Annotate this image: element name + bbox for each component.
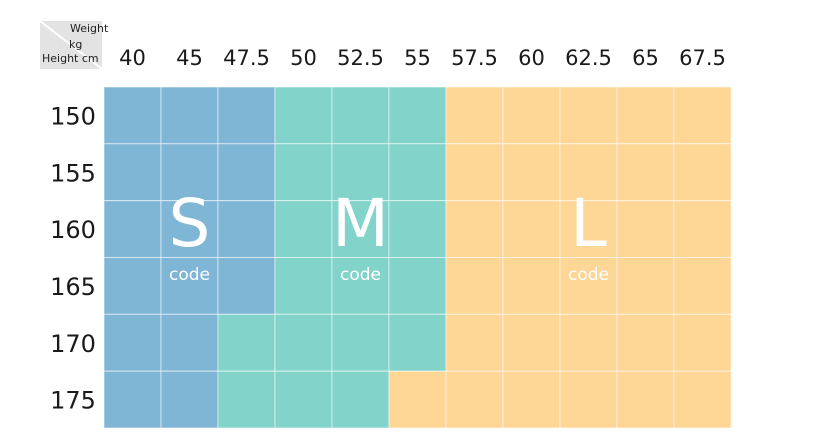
cell-165-50 bbox=[274, 257, 333, 315]
cell-170-67.5 bbox=[673, 313, 732, 372]
weight-tick-65: 65 bbox=[632, 46, 659, 70]
cell-155-65 bbox=[616, 143, 675, 202]
corner-header: Weight kg Height cm bbox=[39, 20, 109, 70]
size-code-s: code bbox=[169, 265, 210, 285]
weight-tick-60: 60 bbox=[518, 46, 545, 70]
corner-diagonal bbox=[39, 20, 103, 70]
cell-175-57.5 bbox=[445, 370, 504, 429]
cell-170-57.5 bbox=[445, 313, 504, 372]
cell-175-45 bbox=[160, 370, 219, 429]
weight-tick-45: 45 bbox=[176, 46, 203, 70]
cell-175-60 bbox=[502, 370, 561, 429]
cell-160-67.5 bbox=[673, 200, 732, 258]
cell-160-57.5 bbox=[445, 200, 504, 258]
height-tick-175: 175 bbox=[50, 387, 96, 415]
cell-160-40 bbox=[103, 200, 162, 258]
cell-170-47.5 bbox=[217, 313, 276, 372]
cell-175-52.5 bbox=[331, 370, 390, 429]
weight-tick-40: 40 bbox=[119, 46, 146, 70]
weight-tick-47.5: 47.5 bbox=[223, 46, 270, 70]
size-code-m: code bbox=[340, 265, 381, 285]
cell-155-47.5 bbox=[217, 143, 276, 202]
height-tick-160: 160 bbox=[50, 216, 96, 244]
cell-170-60 bbox=[502, 313, 561, 372]
cell-175-50 bbox=[274, 370, 333, 429]
cell-155-40 bbox=[103, 143, 162, 202]
weight-tick-57.5: 57.5 bbox=[451, 46, 498, 70]
cell-160-45 bbox=[160, 200, 219, 258]
cell-160-60 bbox=[502, 200, 561, 258]
cell-175-55 bbox=[388, 370, 447, 429]
cell-150-57.5 bbox=[445, 86, 504, 145]
cell-155-62.5 bbox=[559, 143, 618, 202]
height-axis: 150 155 160 165 170 175 bbox=[50, 102, 96, 414]
cell-160-62.5 bbox=[559, 200, 618, 258]
cell-170-50 bbox=[274, 313, 333, 372]
cell-150-52.5 bbox=[331, 86, 390, 145]
cell-160-50 bbox=[274, 200, 333, 258]
cell-165-40 bbox=[103, 257, 162, 315]
cell-160-65 bbox=[616, 200, 675, 258]
cell-170-52.5 bbox=[331, 313, 390, 372]
weight-tick-55: 55 bbox=[404, 46, 431, 70]
cell-165-45 bbox=[160, 257, 219, 315]
weight-tick-62.5: 62.5 bbox=[565, 46, 612, 70]
cell-150-67.5 bbox=[673, 86, 732, 145]
cell-155-67.5 bbox=[673, 143, 732, 202]
weight-tick-67.5: 67.5 bbox=[679, 46, 726, 70]
cell-165-57.5 bbox=[445, 257, 504, 315]
cell-175-67.5 bbox=[673, 370, 732, 429]
cell-155-55 bbox=[388, 143, 447, 202]
cell-165-65 bbox=[616, 257, 675, 315]
cell-150-65 bbox=[616, 86, 675, 145]
height-tick-155: 155 bbox=[50, 159, 96, 187]
corner-height-label: Height cm bbox=[42, 52, 99, 65]
cell-150-45 bbox=[160, 86, 219, 145]
cell-160-52.5 bbox=[331, 200, 390, 258]
cell-165-67.5 bbox=[673, 257, 732, 315]
cell-150-50 bbox=[274, 86, 333, 145]
cell-165-60 bbox=[502, 257, 561, 315]
height-tick-170: 170 bbox=[50, 330, 96, 358]
height-tick-165: 165 bbox=[50, 273, 96, 301]
cell-155-57.5 bbox=[445, 143, 504, 202]
cell-170-55 bbox=[388, 313, 447, 372]
cell-160-47.5 bbox=[217, 200, 276, 258]
height-tick-150: 150 bbox=[50, 102, 96, 130]
size-label-s: S bbox=[169, 185, 211, 262]
size-grid bbox=[103, 86, 732, 429]
size-label-m: M bbox=[332, 185, 389, 262]
cell-160-55 bbox=[388, 200, 447, 258]
cell-170-45 bbox=[160, 313, 219, 372]
weight-axis: 40 45 47.5 50 52.5 55 57.5 60 62.5 65 67.5 bbox=[119, 46, 726, 70]
cell-155-50 bbox=[274, 143, 333, 202]
cell-175-47.5 bbox=[217, 370, 276, 429]
cell-150-62.5 bbox=[559, 86, 618, 145]
weight-tick-52.5: 52.5 bbox=[337, 46, 384, 70]
cell-165-55 bbox=[388, 257, 447, 315]
cell-150-40 bbox=[103, 86, 162, 145]
corner-weight-unit: kg bbox=[69, 38, 82, 51]
cell-170-40 bbox=[103, 313, 162, 372]
weight-tick-50: 50 bbox=[290, 46, 317, 70]
cell-175-62.5 bbox=[559, 370, 618, 429]
cell-165-47.5 bbox=[217, 257, 276, 315]
cell-150-60 bbox=[502, 86, 561, 145]
corner-weight-label: Weight bbox=[70, 22, 109, 35]
cell-170-65 bbox=[616, 313, 675, 372]
cell-150-47.5 bbox=[217, 86, 276, 145]
size-label-l: L bbox=[570, 185, 607, 262]
cell-175-65 bbox=[616, 370, 675, 429]
cell-155-60 bbox=[502, 143, 561, 202]
cell-150-55 bbox=[388, 86, 447, 145]
cell-170-62.5 bbox=[559, 313, 618, 372]
size-code-l: code bbox=[568, 265, 609, 285]
cell-175-40 bbox=[103, 370, 162, 429]
